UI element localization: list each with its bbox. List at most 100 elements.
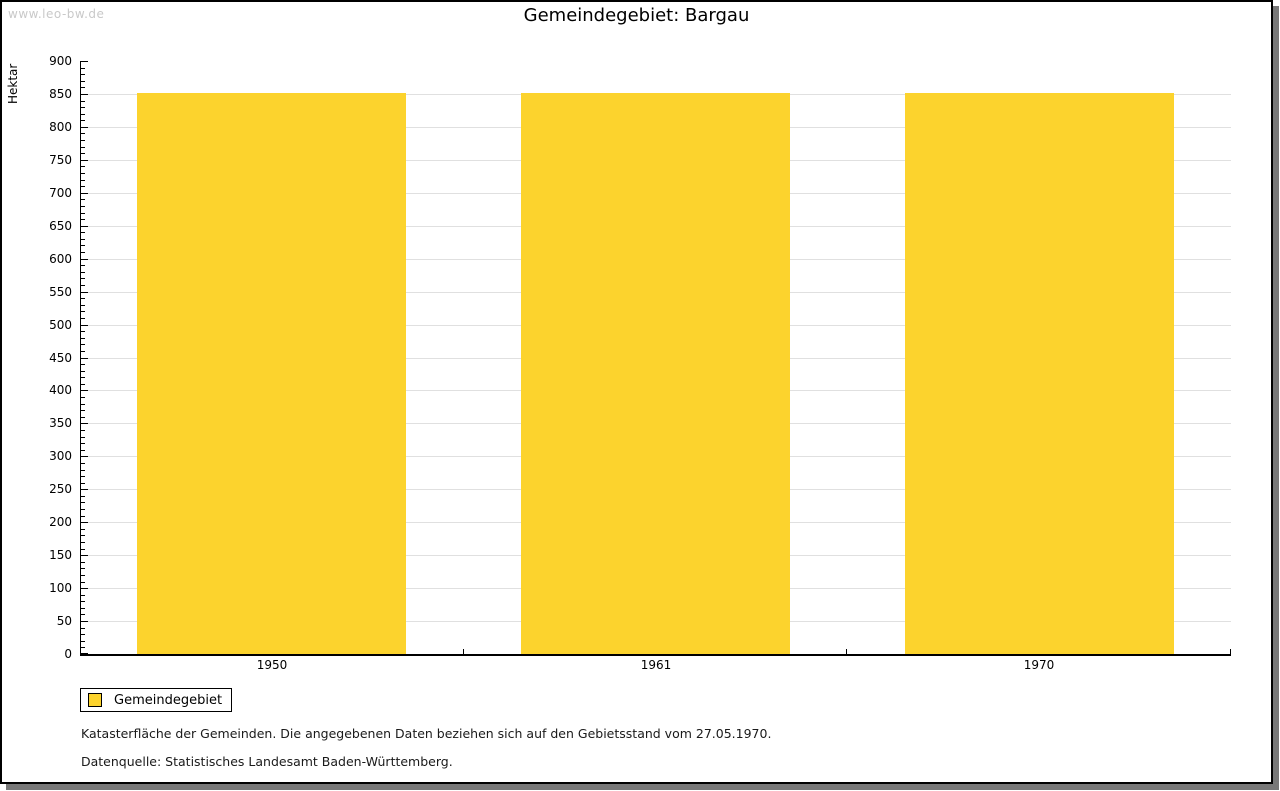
y-minor-tick	[81, 581, 85, 583]
y-major-tick	[81, 357, 88, 359]
y-minor-tick	[81, 449, 85, 451]
y-major-tick	[81, 93, 88, 95]
y-major-tick	[81, 192, 88, 194]
y-minor-tick	[81, 179, 85, 181]
y-major-tick	[81, 390, 88, 392]
y-minor-tick	[81, 403, 85, 405]
y-minor-tick	[81, 331, 85, 333]
y-tick-label: 350	[49, 416, 72, 431]
bar-1961	[521, 93, 790, 654]
y-minor-tick	[81, 515, 85, 517]
y-minor-tick	[81, 186, 85, 188]
y-minor-tick	[81, 429, 85, 431]
y-minor-tick	[81, 541, 85, 543]
x-boundary-tick	[1230, 649, 1231, 654]
y-tick-label: 800	[49, 119, 72, 134]
y-minor-tick	[81, 561, 85, 563]
y-minor-tick	[81, 594, 85, 596]
y-tick-label: 450	[49, 350, 72, 365]
y-tick-label: 850	[49, 86, 72, 101]
x-boundary-tick	[846, 649, 847, 654]
y-minor-tick	[81, 634, 85, 636]
y-major-tick	[81, 291, 88, 293]
y-minor-tick	[81, 337, 85, 339]
y-minor-tick	[81, 370, 85, 372]
x-category-label: 1961	[640, 658, 672, 672]
watermark: www.leo-bw.de	[8, 7, 105, 21]
y-tick-label: 750	[49, 152, 72, 167]
y-major-tick	[81, 456, 88, 458]
y-major-tick	[81, 423, 88, 425]
y-major-tick	[81, 126, 88, 128]
y-minor-tick	[81, 285, 85, 287]
y-minor-tick	[81, 304, 85, 306]
y-minor-tick	[81, 80, 85, 82]
y-minor-tick	[81, 397, 85, 399]
y-minor-tick	[81, 627, 85, 629]
y-minor-tick	[81, 238, 85, 240]
y-minor-tick	[81, 443, 85, 445]
y-major-tick	[81, 258, 88, 260]
y-major-tick	[81, 555, 88, 557]
y-minor-tick	[81, 502, 85, 504]
y-tick-label: 250	[49, 482, 72, 497]
y-minor-tick	[81, 205, 85, 207]
legend-swatch	[88, 693, 102, 707]
y-minor-tick	[81, 311, 85, 313]
y-minor-tick	[81, 212, 85, 214]
x-axis-line	[80, 654, 1231, 656]
footnote-source: Datenquelle: Statistisches Landesamt Bad…	[81, 754, 453, 769]
bar-1970	[905, 93, 1174, 654]
y-minor-tick	[81, 535, 85, 537]
y-minor-tick	[81, 364, 85, 366]
y-minor-tick	[81, 245, 85, 247]
y-tick-label: 650	[49, 218, 72, 233]
y-minor-tick	[81, 383, 85, 385]
y-minor-tick	[81, 482, 85, 484]
y-tick-label: 150	[49, 548, 72, 563]
y-major-tick	[81, 653, 88, 654]
y-major-tick	[81, 324, 88, 326]
legend: Gemeindegebiet	[80, 688, 232, 712]
y-minor-tick	[81, 568, 85, 570]
y-minor-tick	[81, 640, 85, 642]
y-minor-tick	[81, 265, 85, 267]
y-tick-label: 500	[49, 317, 72, 332]
y-minor-tick	[81, 476, 85, 478]
bar-1950	[137, 93, 406, 654]
y-minor-tick	[81, 87, 85, 89]
y-minor-tick	[81, 271, 85, 273]
y-tick-label: 700	[49, 185, 72, 200]
x-category-label: 1950	[256, 658, 288, 672]
plot-area: 0 50 100 150 200 250 300 350 400 450 500 550 600 650 7…	[49, 55, 1231, 672]
y-minor-tick	[81, 548, 85, 550]
y-major-tick	[81, 489, 88, 491]
y-minor-tick	[81, 120, 85, 122]
y-major-tick	[81, 588, 88, 590]
y-tick-label: 100	[49, 581, 72, 596]
y-tick-label: 550	[49, 284, 72, 299]
y-minor-tick	[81, 199, 85, 201]
y-minor-tick	[81, 153, 85, 155]
y-minor-tick	[81, 509, 85, 511]
y-minor-tick	[81, 146, 85, 148]
y-minor-tick	[81, 173, 85, 174]
x-boundary-tick	[463, 649, 464, 654]
y-minor-tick	[81, 416, 85, 418]
y-axis-line	[80, 61, 81, 654]
y-minor-tick	[81, 298, 85, 300]
chart-title: Gemeindegebiet: Bargau	[523, 5, 750, 26]
y-minor-tick	[81, 140, 85, 142]
y-minor-tick	[81, 317, 85, 319]
y-minor-tick	[81, 133, 85, 135]
y-major-tick	[81, 159, 88, 161]
y-major-tick	[81, 522, 88, 524]
y-minor-tick	[81, 469, 85, 471]
y-minor-tick	[81, 377, 85, 379]
y-minor-tick	[81, 462, 85, 464]
y-minor-tick	[81, 100, 85, 102]
y-minor-tick	[81, 252, 85, 254]
y-minor-tick	[81, 67, 85, 69]
y-minor-tick	[81, 166, 85, 168]
